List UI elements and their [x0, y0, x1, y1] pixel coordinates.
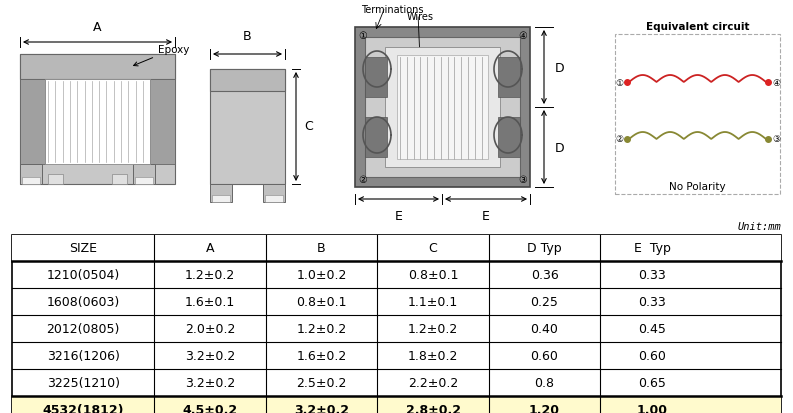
Bar [265, 195, 283, 202]
Text: 3.2±0.2: 3.2±0.2 [294, 403, 349, 413]
Bar [212, 195, 230, 202]
Text: A: A [205, 242, 214, 255]
Text: E: E [395, 209, 402, 223]
Text: 1.20: 1.20 [529, 403, 560, 413]
Bar [20, 55, 175, 185]
Bar [22, 178, 40, 185]
Text: D Typ: D Typ [527, 242, 562, 255]
Bar [210, 70, 285, 185]
Text: 1210(0504): 1210(0504) [47, 268, 120, 281]
Text: 0.40: 0.40 [531, 322, 558, 335]
Text: C: C [304, 120, 312, 133]
Text: 0.60: 0.60 [638, 349, 666, 362]
Text: Terminations: Terminations [361, 5, 423, 15]
Text: 0.8: 0.8 [534, 376, 554, 389]
Text: 0.60: 0.60 [531, 349, 558, 362]
Text: 1.2±0.2: 1.2±0.2 [297, 322, 347, 335]
Text: ④: ④ [772, 78, 780, 87]
Text: 3225(1210): 3225(1210) [47, 376, 120, 389]
Text: A: A [93, 21, 102, 34]
Bar [20, 80, 45, 165]
Bar [12, 396, 781, 413]
Text: 3.2±0.2: 3.2±0.2 [185, 349, 236, 362]
Bar [498, 58, 520, 98]
Bar [20, 55, 175, 80]
Text: Wires: Wires [407, 12, 434, 22]
Bar [365, 118, 387, 158]
Text: 4532(1812): 4532(1812) [42, 403, 124, 413]
Text: 2.8±0.2: 2.8±0.2 [405, 403, 461, 413]
Text: 2.2±0.2: 2.2±0.2 [408, 376, 458, 389]
Text: E  Typ: E Typ [634, 242, 671, 255]
Text: ①: ① [358, 31, 366, 41]
Text: ②: ② [358, 175, 366, 185]
Text: No Polarity: No Polarity [669, 182, 726, 192]
Text: B: B [243, 30, 251, 43]
Bar [615, 35, 780, 195]
Text: D: D [555, 141, 565, 154]
Text: ④: ④ [519, 31, 527, 41]
Text: 3.2±0.2: 3.2±0.2 [185, 376, 236, 389]
Text: 2012(0805): 2012(0805) [47, 322, 120, 335]
Text: E: E [482, 209, 490, 223]
Bar [112, 175, 127, 185]
Text: Equivalent circuit: Equivalent circuit [646, 22, 749, 32]
Text: 1.1±0.1: 1.1±0.1 [408, 295, 458, 308]
Text: 1.2±0.2: 1.2±0.2 [408, 322, 458, 335]
Text: 4.5±0.2: 4.5±0.2 [182, 403, 238, 413]
Bar [498, 118, 520, 158]
Text: 0.25: 0.25 [531, 295, 558, 308]
Bar [365, 58, 387, 98]
Bar [210, 70, 285, 92]
Bar [133, 165, 155, 185]
Bar [385, 48, 500, 168]
Bar [210, 185, 232, 202]
Text: C: C [429, 242, 438, 255]
Bar [263, 185, 285, 202]
Text: ③: ③ [772, 135, 780, 144]
Bar [20, 165, 42, 185]
Bar [150, 80, 175, 165]
Bar [135, 178, 153, 185]
Text: 1.6±0.1: 1.6±0.1 [185, 295, 236, 308]
Bar [45, 80, 150, 165]
Bar [12, 235, 781, 413]
Text: 2.5±0.2: 2.5±0.2 [297, 376, 347, 389]
Bar [365, 38, 520, 178]
Text: 3216(1206): 3216(1206) [47, 349, 120, 362]
Text: 0.65: 0.65 [638, 376, 666, 389]
Text: 0.45: 0.45 [638, 322, 666, 335]
Text: D: D [555, 62, 565, 74]
Text: Epoxy: Epoxy [133, 45, 190, 67]
Text: 1.2±0.2: 1.2±0.2 [185, 268, 236, 281]
Bar [397, 56, 488, 159]
Text: 0.33: 0.33 [638, 268, 666, 281]
Text: 1.6±0.2: 1.6±0.2 [297, 349, 347, 362]
Bar [48, 175, 63, 185]
Text: 1.8±0.2: 1.8±0.2 [408, 349, 458, 362]
Text: 1.00: 1.00 [637, 403, 668, 413]
Text: 0.33: 0.33 [638, 295, 666, 308]
Text: 0.8±0.1: 0.8±0.1 [297, 295, 347, 308]
Text: ③: ③ [519, 175, 527, 185]
Text: 0.36: 0.36 [531, 268, 558, 281]
Text: 1608(0603): 1608(0603) [47, 295, 120, 308]
Text: SIZE: SIZE [69, 242, 97, 255]
Text: ②: ② [615, 135, 623, 144]
Text: 0.8±0.1: 0.8±0.1 [408, 268, 458, 281]
Text: ①: ① [615, 78, 623, 87]
Text: 2.0±0.2: 2.0±0.2 [185, 322, 236, 335]
Text: Unit:mm: Unit:mm [737, 221, 781, 231]
Text: B: B [317, 242, 326, 255]
Bar [12, 235, 781, 261]
Bar [355, 28, 530, 188]
Text: 1.0±0.2: 1.0±0.2 [297, 268, 347, 281]
